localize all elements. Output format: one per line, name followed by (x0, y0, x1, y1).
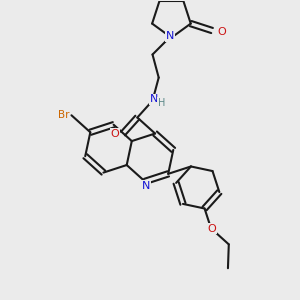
Text: N: N (150, 94, 158, 104)
Text: H: H (158, 98, 165, 108)
Text: N: N (142, 181, 151, 190)
Text: O: O (207, 224, 216, 234)
Text: O: O (218, 27, 226, 37)
Text: Br: Br (58, 110, 69, 120)
Text: N: N (166, 32, 174, 41)
Text: O: O (111, 128, 119, 139)
